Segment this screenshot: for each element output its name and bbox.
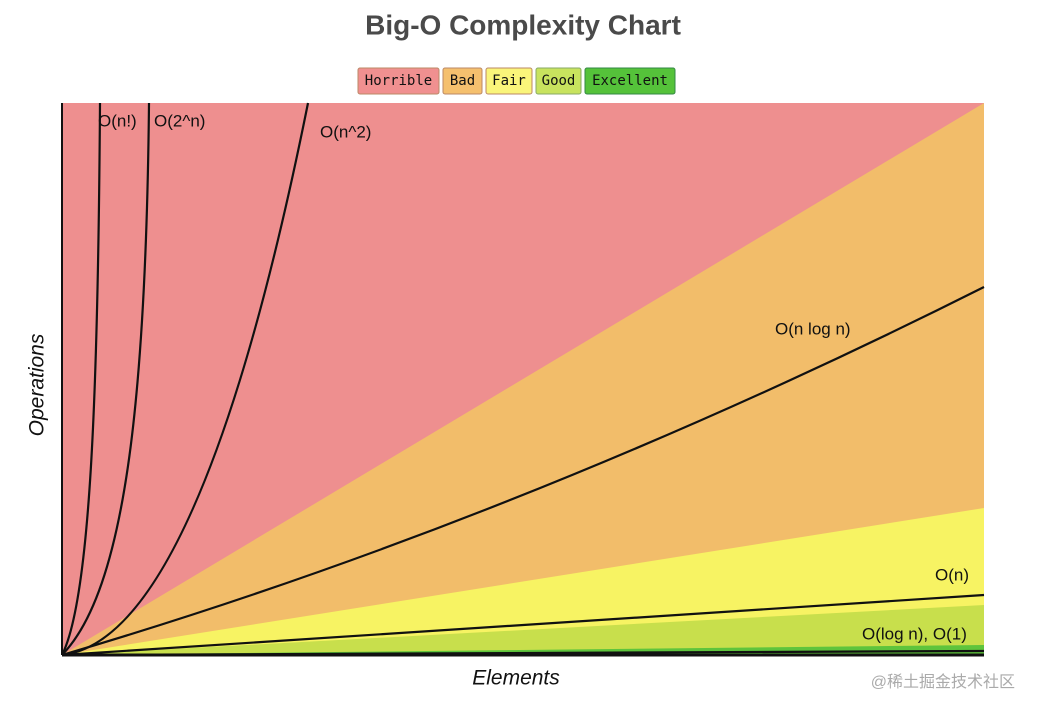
curve-label: O(log n), O(1) <box>862 624 967 643</box>
legend-swatch <box>584 67 676 95</box>
y-axis-title: Operations <box>26 333 49 436</box>
curve-label: O(n!) <box>98 111 137 130</box>
curve-label: O(n^2) <box>320 122 371 141</box>
plot-area: O(n!) O(2^n) O(n^2) O(n log n) O(n) O(lo… <box>61 102 985 657</box>
legend-label: Excellent <box>592 73 668 89</box>
legend-swatch <box>535 67 582 95</box>
curve-label: O(n log n) <box>775 319 851 338</box>
curve-label: O(2^n) <box>154 111 205 130</box>
legend: Horrible Bad Fair Good Excellent <box>357 67 676 95</box>
legend-swatch <box>442 67 483 95</box>
region-good <box>62 605 984 655</box>
legend-label: Horrible <box>365 73 432 89</box>
x-axis-title: Elements <box>472 667 560 690</box>
curve-exponential <box>61 102 151 656</box>
legend-swatch <box>357 67 440 95</box>
curve-linear <box>61 593 985 657</box>
legend-label: Bad <box>450 73 475 89</box>
chart-title: Big-O Complexity Chart <box>365 9 681 40</box>
curve-label: O(n) <box>935 565 969 584</box>
legend-label: Good <box>542 73 576 89</box>
curve-nlogn <box>61 286 985 657</box>
curve-quadratic <box>61 102 310 657</box>
region-bad <box>62 103 984 655</box>
legend-label: Fair <box>492 73 526 89</box>
watermark: @稀土掘金技术社区 <box>871 673 1015 691</box>
curve-factorial <box>61 102 102 656</box>
legend-swatch <box>485 67 533 95</box>
